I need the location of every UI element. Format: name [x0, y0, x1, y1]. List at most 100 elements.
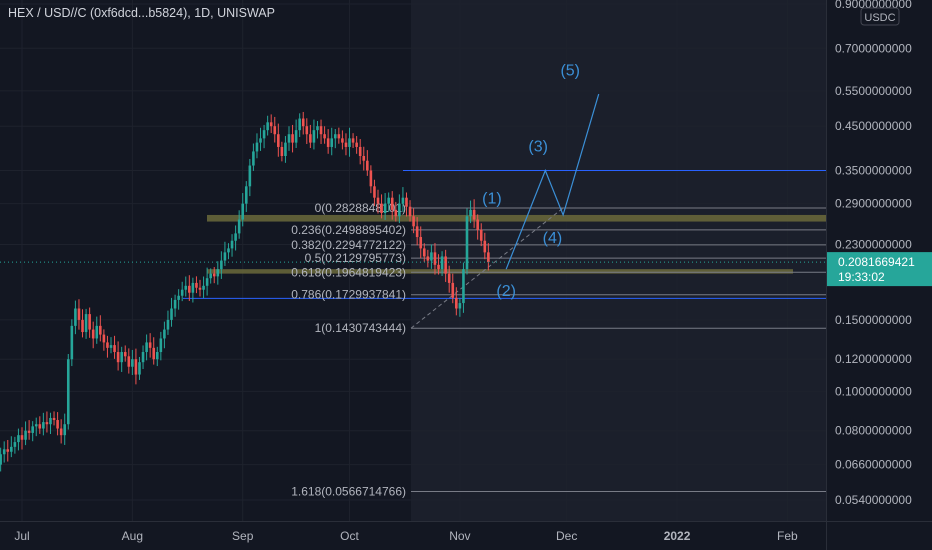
candle-body: [159, 338, 163, 353]
candle-body: [212, 273, 216, 277]
candle-body: [205, 278, 209, 286]
candle-body: [234, 233, 237, 241]
candle-body: [462, 269, 465, 304]
candle-body: [170, 308, 173, 320]
price-tick-label: 0.1200000000: [835, 352, 912, 366]
fib-level-label: 0.236(0.2498895402): [291, 223, 406, 237]
time-axis[interactable]: Jul Aug Sep Oct Nov Dec 2022 Feb: [14, 529, 798, 543]
candle-body: [141, 352, 145, 363]
candle-body: [248, 165, 252, 187]
candle-body: [180, 289, 184, 296]
candle-body: [479, 229, 483, 241]
candle-body: [198, 287, 202, 290]
candle-body: [163, 329, 166, 339]
price-tick-label: 0.2900000000: [835, 197, 912, 211]
candle-body: [195, 282, 198, 288]
candle-body: [131, 359, 134, 367]
candle-body: [109, 345, 113, 348]
candle-body: [113, 345, 116, 353]
candle-body: [74, 308, 77, 326]
candle-body: [56, 420, 59, 429]
candle-body: [220, 260, 223, 270]
candle-body: [330, 138, 334, 147]
candle-body: [255, 142, 259, 152]
fib-level-label: 1.618(0.0566714766): [291, 484, 406, 498]
price-tick-label: 0.2300000000: [835, 238, 912, 252]
candle-body: [323, 134, 326, 139]
candle-body: [88, 314, 91, 330]
fib-shaded-area: [411, 0, 826, 521]
fib-level-label: 0.382(0.2294772122): [291, 238, 406, 252]
candle-body: [383, 203, 387, 214]
candle-body: [387, 197, 390, 204]
candle-body: [280, 146, 284, 157]
candle-body: [152, 347, 156, 360]
wave-label: (2): [496, 283, 516, 300]
candle-body: [237, 219, 241, 234]
candle-body: [34, 424, 38, 427]
candle-body: [166, 319, 170, 330]
candle-body: [444, 256, 447, 274]
candle-body: [341, 138, 344, 143]
candle-body: [405, 197, 408, 207]
candle-body: [277, 134, 280, 147]
candle-body: [309, 134, 312, 143]
last-price-value: 0.2081669421: [838, 255, 915, 269]
fib-level-label: 0.786(0.1729937841): [291, 288, 406, 302]
candle-body: [316, 126, 319, 131]
candle-body: [269, 122, 273, 127]
candle-body: [223, 252, 227, 261]
candle-body: [123, 352, 127, 357]
candle-body: [437, 264, 440, 270]
candle-body: [358, 146, 362, 157]
candle-body: [45, 422, 49, 425]
bar-countdown: 19:33:02: [838, 270, 885, 284]
candle-body: [20, 435, 24, 440]
candle-body: [120, 352, 123, 363]
candle-body: [42, 422, 45, 429]
candle-body: [362, 156, 366, 161]
time-tick-label: Dec: [556, 529, 577, 543]
candle-body: [412, 216, 415, 227]
time-tick-label: 2022: [664, 529, 691, 543]
fib-level-label: 0.5(0.2129795773): [305, 251, 406, 265]
time-tick-label: Nov: [449, 529, 470, 543]
time-tick-label: Oct: [340, 529, 359, 543]
candle-body: [401, 197, 405, 204]
wave-projection-path: [505, 93, 600, 270]
candle-body: [476, 219, 479, 230]
candle-body: [106, 342, 109, 348]
price-tick-label: 0.0660000000: [835, 458, 912, 472]
candle-body: [17, 435, 20, 443]
price-tick-label: 0.5500000000: [835, 84, 912, 98]
candle-body: [188, 285, 191, 293]
time-tick-label: Sep: [232, 529, 254, 543]
candle-body: [77, 308, 81, 320]
candle-body: [148, 342, 152, 348]
wave-label: (1): [482, 191, 502, 208]
candle-body: [390, 197, 394, 210]
candle-body: [155, 352, 159, 360]
candle-body: [469, 209, 472, 217]
candle-body: [95, 325, 99, 339]
candle-body: [483, 240, 487, 253]
price-tick-label: 0.4500000000: [835, 119, 912, 133]
candle-body: [430, 252, 433, 261]
wave-label: (5): [560, 62, 580, 79]
candle-body: [24, 430, 27, 440]
candle-body: [440, 256, 444, 270]
price-tick-label: 0.9000000000: [835, 0, 912, 11]
candle-body: [487, 252, 490, 263]
candle-body: [209, 273, 212, 279]
price-axis[interactable]: 0.9000000000 0.7000000000 0.5500000000 0.45…: [835, 0, 912, 507]
candle-body: [216, 269, 220, 277]
candle-body: [2, 449, 6, 455]
candle-body: [52, 417, 56, 421]
candle-body: [241, 203, 245, 220]
candle-body: [447, 273, 451, 283]
support-resistance-zone: [207, 214, 826, 222]
candle-body: [84, 314, 88, 333]
fib-level-label: 0(0.2828848101): [315, 201, 406, 215]
fibonacci-retracement: 0(0.2828848101) 0.236(0.2498895402)0.382(…: [291, 201, 826, 498]
